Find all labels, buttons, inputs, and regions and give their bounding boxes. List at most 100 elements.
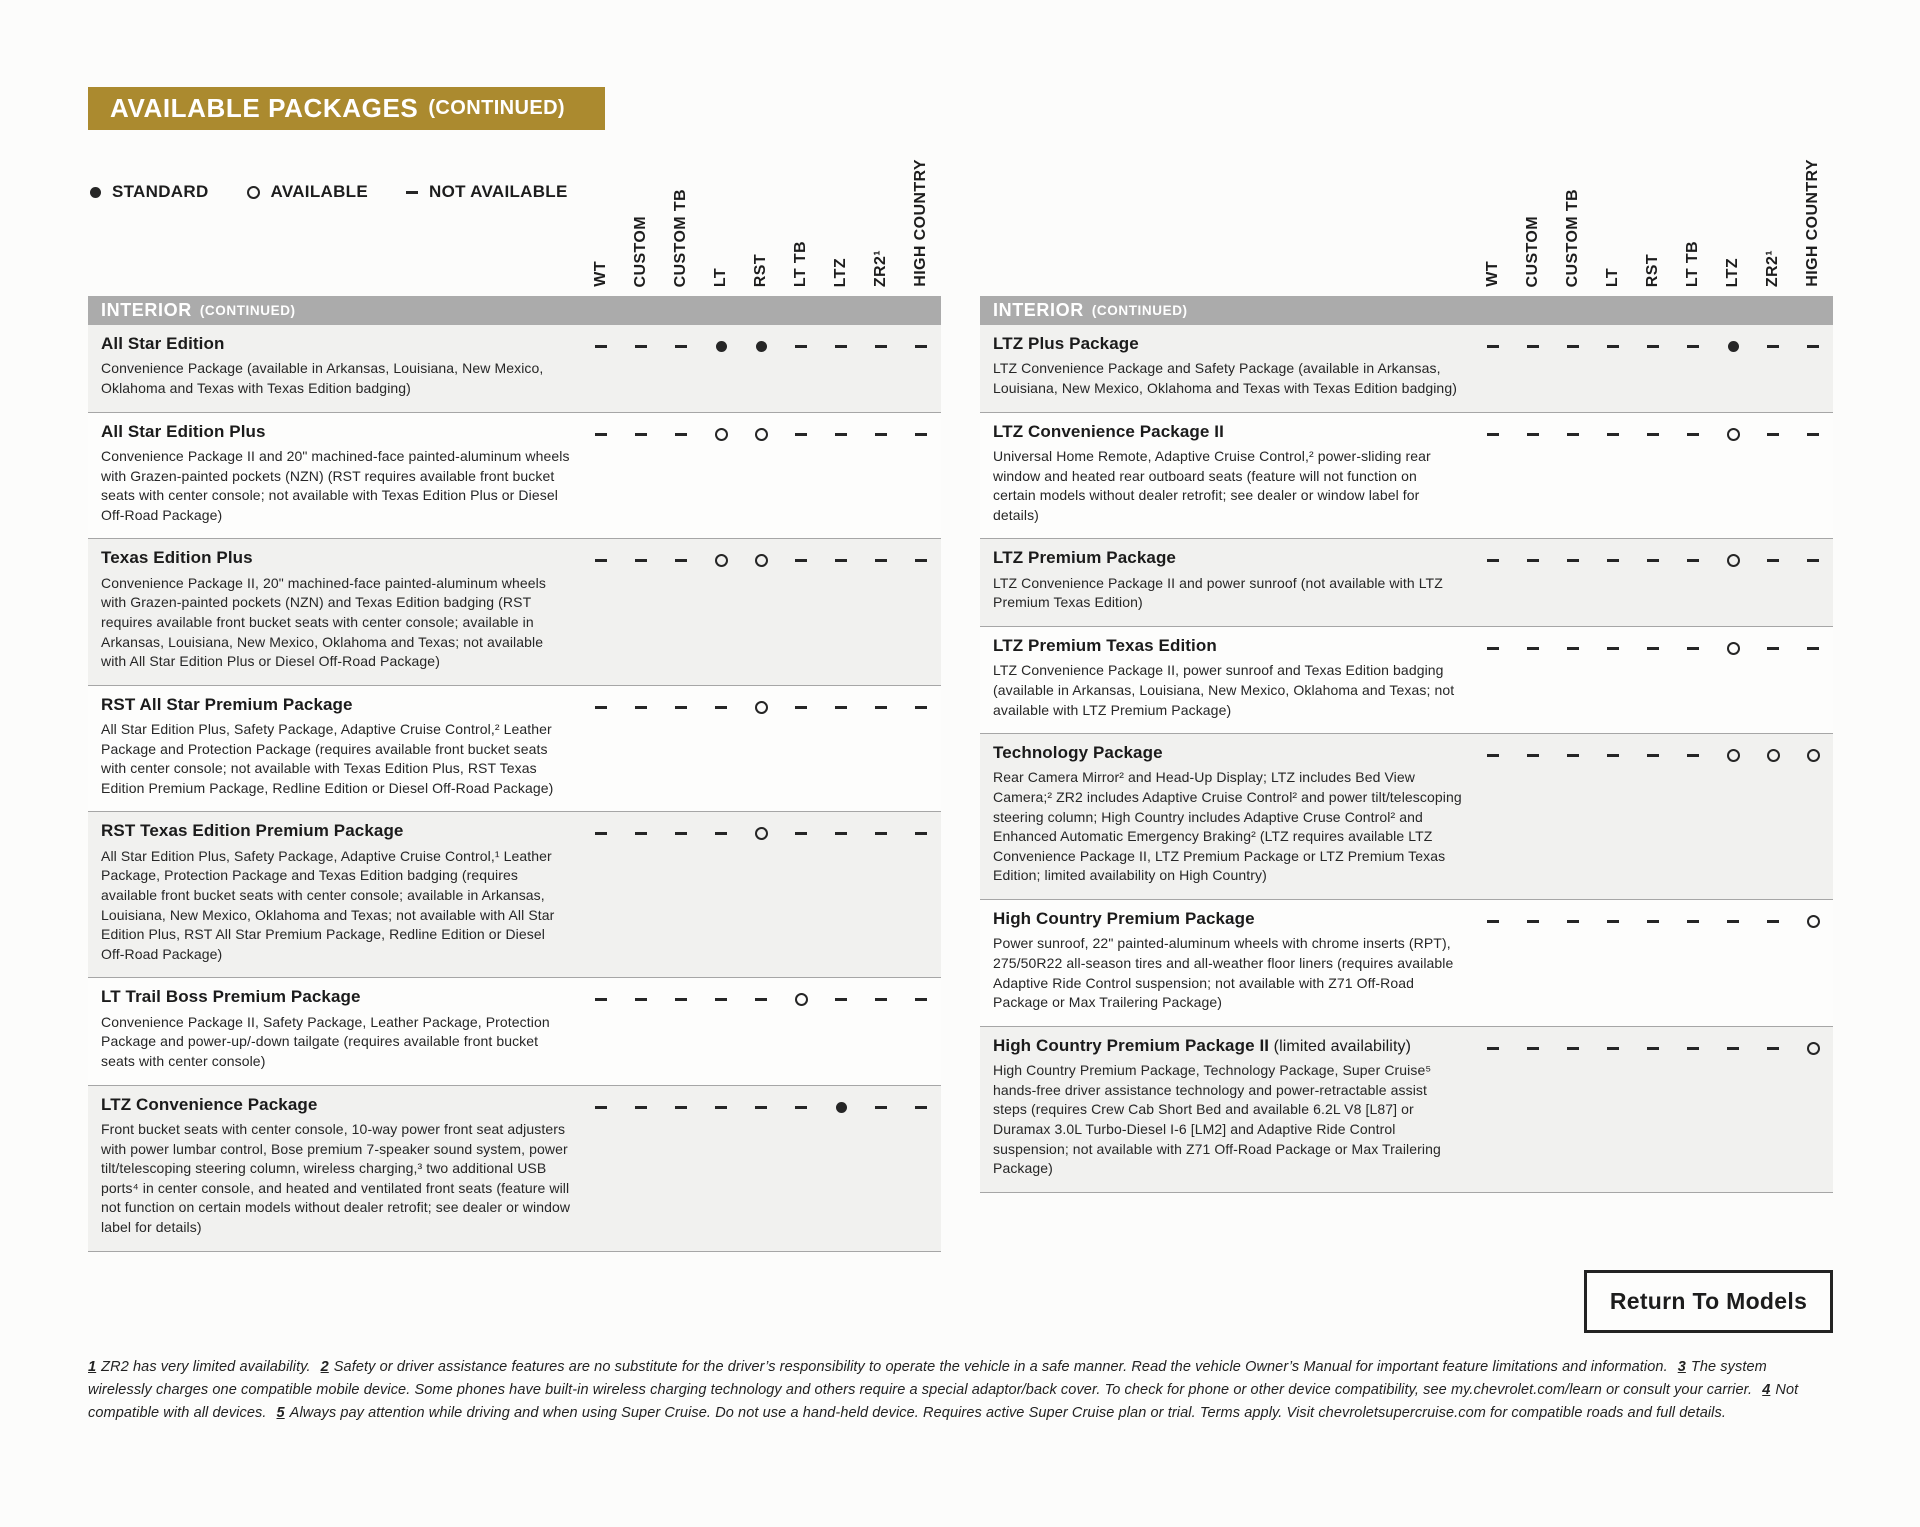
availability-cell bbox=[1673, 900, 1713, 1026]
legend-not-available-label: NOT AVAILABLE bbox=[429, 182, 568, 201]
not-available-icon bbox=[635, 998, 647, 1002]
not-available-icon bbox=[875, 832, 887, 836]
not-available-icon bbox=[1687, 754, 1699, 758]
availability-cell bbox=[1633, 734, 1673, 899]
not-available-icon bbox=[1647, 754, 1659, 758]
availability-cell bbox=[861, 1086, 901, 1251]
not-available-icon bbox=[1767, 646, 1779, 650]
not-available-icon bbox=[915, 432, 927, 436]
availability-cell bbox=[1673, 734, 1713, 899]
availability-cell bbox=[901, 812, 941, 977]
package-label-cell: LTZ Convenience Package II Universal Home… bbox=[980, 413, 1473, 539]
table-row: Texas Edition Plus Convenience Package II… bbox=[88, 538, 941, 685]
table-row: Technology Package Rear Camera Mirror² an… bbox=[980, 733, 1833, 900]
not-available-icon bbox=[1727, 920, 1739, 924]
table-row: All Star Edition Plus Convenience Package… bbox=[88, 411, 941, 539]
not-available-icon bbox=[595, 998, 607, 1002]
availability-cell bbox=[741, 325, 781, 412]
availability-cell bbox=[741, 978, 781, 1084]
not-available-icon bbox=[595, 1105, 607, 1109]
package-description: Power sunroof, 22" painted-aluminum whee… bbox=[993, 935, 1454, 1011]
availability-cell bbox=[901, 686, 941, 812]
standard-icon bbox=[755, 341, 767, 352]
column-header: LT TB bbox=[781, 241, 821, 296]
availability-cell bbox=[581, 325, 621, 412]
column-header-label: LT TB bbox=[1684, 240, 1701, 287]
availability-cell bbox=[1473, 734, 1513, 899]
package-name: RST Texas Edition Premium Package bbox=[101, 821, 404, 841]
availability-cell bbox=[1793, 734, 1833, 899]
package-label-cell: All Star Edition Convenience Package (ava… bbox=[88, 325, 581, 412]
not-available-icon bbox=[875, 705, 887, 709]
package-label-cell: LTZ Premium Package LTZ Convenience Packa… bbox=[980, 539, 1473, 626]
not-available-icon bbox=[835, 832, 847, 836]
not-available-icon bbox=[1527, 345, 1539, 348]
section-title-suffix: (CONTINUED) bbox=[1091, 303, 1188, 318]
table-row: LTZ Convenience Package II Universal Home… bbox=[980, 411, 1833, 539]
column-header: ZR2¹ bbox=[1753, 250, 1793, 296]
not-available-icon bbox=[1487, 345, 1499, 348]
footnote-number: 4 bbox=[1762, 1381, 1771, 1398]
availability-cell bbox=[821, 539, 861, 684]
not-available-icon bbox=[915, 559, 927, 563]
package-description: High Country Premium Package, Technology… bbox=[993, 1062, 1441, 1177]
footnote-number: 3 bbox=[1677, 1359, 1686, 1375]
package-label-cell: LTZ Plus Package LTZ Convenience Package … bbox=[980, 325, 1473, 412]
availability-cell bbox=[1793, 1027, 1833, 1192]
package-description: LTZ Convenience Package II and power sun… bbox=[993, 574, 1443, 611]
column-header: CUSTOM TB bbox=[1553, 189, 1593, 296]
page-title-bar: AVAILABLE PACKAGES (CONTINUED) bbox=[88, 87, 605, 130]
package-label-cell: Technology Package Rear Camera Mirror² an… bbox=[980, 734, 1473, 899]
availability-cell bbox=[781, 978, 821, 1084]
available-icon bbox=[1766, 749, 1780, 763]
not-available-icon bbox=[1567, 646, 1579, 650]
availability-cell bbox=[1753, 1027, 1793, 1192]
availability-cell bbox=[1673, 1027, 1713, 1192]
column-header-label: CUSTOM bbox=[632, 215, 649, 287]
standard-icon bbox=[715, 341, 727, 352]
not-available-icon bbox=[1567, 920, 1579, 924]
return-to-models-button[interactable]: Return To Models bbox=[1584, 1270, 1833, 1333]
not-available-icon bbox=[875, 345, 887, 348]
availability-cell bbox=[1753, 900, 1793, 1026]
available-icon bbox=[1806, 915, 1820, 929]
availability-cell bbox=[581, 978, 621, 1084]
not-available-icon bbox=[1727, 1046, 1739, 1050]
not-available-icon bbox=[835, 559, 847, 563]
availability-cell bbox=[1513, 325, 1553, 412]
not-available-icon bbox=[915, 832, 927, 836]
package-description: LTZ Convenience Package II, power sunroo… bbox=[993, 662, 1455, 718]
not-available-icon bbox=[1687, 920, 1699, 924]
availability-cell bbox=[1793, 539, 1833, 626]
column-header-label: LT TB bbox=[792, 240, 809, 287]
not-available-icon bbox=[1487, 754, 1499, 758]
available-icon bbox=[1726, 554, 1740, 568]
column-header-label: WT bbox=[1484, 261, 1501, 287]
package-name: LTZ Plus Package bbox=[993, 334, 1139, 353]
availability-cell bbox=[781, 539, 821, 684]
column-headers: WT CUSTOM CUSTOM TB LT RST LT TB LTZ ZR2¹ HIGH C… bbox=[88, 148, 941, 296]
availability-cell bbox=[781, 686, 821, 812]
availability-cell bbox=[1473, 413, 1513, 539]
tables-wrapper: WT CUSTOM CUSTOM TB LT RST LT TB LTZ ZR2¹ HIGH C… bbox=[88, 148, 1833, 1252]
not-available-icon bbox=[1567, 1046, 1579, 1050]
not-available-icon bbox=[1647, 920, 1659, 924]
not-available-icon bbox=[1807, 345, 1819, 348]
not-available-icon bbox=[795, 345, 807, 348]
availability-cell bbox=[1713, 627, 1753, 733]
not-available-icon bbox=[1527, 754, 1539, 758]
column-header: WT bbox=[581, 261, 621, 296]
availability-cell bbox=[1473, 1027, 1513, 1192]
not-available-icon bbox=[1767, 345, 1779, 348]
available-icon bbox=[246, 185, 260, 199]
availability-cell bbox=[701, 978, 741, 1084]
not-available-icon bbox=[1527, 646, 1539, 650]
not-available-icon bbox=[406, 190, 418, 194]
availability-cell bbox=[861, 539, 901, 684]
section-header: INTERIOR (CONTINUED) bbox=[88, 296, 941, 325]
not-available-icon bbox=[1647, 559, 1659, 563]
not-available-icon bbox=[675, 998, 687, 1002]
availability-cell bbox=[661, 539, 701, 684]
not-available-icon bbox=[1607, 1046, 1619, 1050]
